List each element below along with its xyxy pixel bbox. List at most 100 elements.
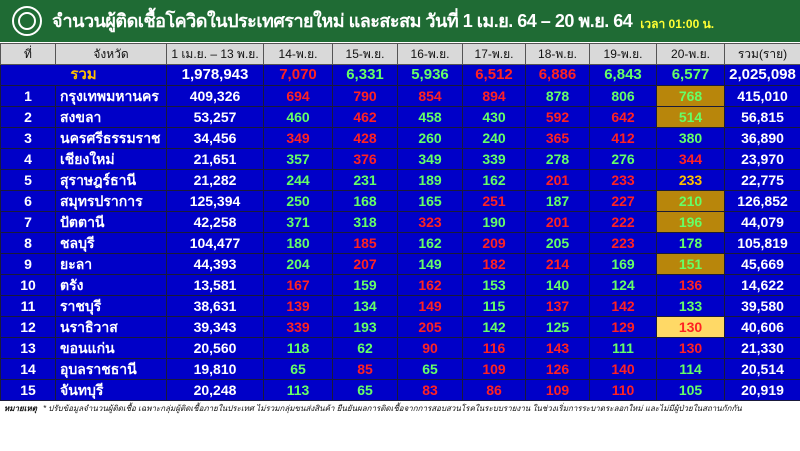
case-cell: 240 — [462, 127, 526, 149]
case-cell: 854 — [397, 85, 463, 107]
case-cell: 21,282 — [166, 169, 264, 191]
case-cell: 180 — [263, 232, 333, 254]
case-cell: 187 — [525, 190, 590, 212]
case-cell: 105 — [656, 379, 725, 401]
row-number: 9 — [0, 253, 56, 275]
case-cell: 153 — [462, 274, 526, 296]
case-cell: 85 — [332, 358, 398, 380]
title-bar: จำนวนผู้ติดเชื้อโควิดในประเทศรายใหม่ และ… — [0, 0, 800, 43]
case-cell: 137 — [525, 295, 590, 317]
case-cell: 115 — [462, 295, 526, 317]
case-cell: 111 — [589, 337, 657, 359]
total-cell: 6,577 — [656, 64, 725, 86]
table-row: 13 ขอนแก่น 20,560 118 62 90 116 143 111 130 21,330 — [0, 337, 800, 359]
case-cell: 20,248 — [166, 379, 264, 401]
case-cell: 244 — [263, 169, 333, 191]
table-header: ที่ จังหวัด 1 เม.ย. – 13 พ.ย. 14-พ.ย. 15-พ.ย… — [0, 43, 800, 65]
case-cell: 165 — [397, 190, 463, 212]
case-cell: 114 — [656, 358, 725, 380]
province-name: นครศรีธรรมราช — [55, 127, 167, 149]
case-cell: 642 — [589, 106, 657, 128]
province-name: กรุงเทพมหานคร — [55, 85, 167, 107]
table-row: 7 ปัตตานี 42,258 371 318 323 190 201 222 196 44,07… — [0, 211, 800, 233]
case-cell: 65 — [397, 358, 463, 380]
total-cell: 6,331 — [332, 64, 398, 86]
case-cell: 90 — [397, 337, 463, 359]
case-cell: 65 — [263, 358, 333, 380]
table-row: 10 ตรัง 13,581 167 159 162 153 140 124 136 14,622 — [0, 274, 800, 296]
case-cell: 878 — [525, 85, 590, 107]
case-cell: 214 — [525, 253, 590, 275]
total-cell: 2,025,098 — [724, 64, 800, 86]
case-cell: 143 — [525, 337, 590, 359]
case-cell: 83 — [397, 379, 463, 401]
province-name: อุบลราชธานี — [55, 358, 167, 380]
case-cell: 201 — [525, 211, 590, 233]
case-cell: 894 — [462, 85, 526, 107]
province-name: สุราษฎร์ธานี — [55, 169, 167, 191]
case-cell: 193 — [332, 316, 398, 338]
case-cell: 116 — [462, 337, 526, 359]
case-cell: 344 — [656, 148, 725, 170]
row-number: 11 — [0, 295, 56, 317]
case-cell: 133 — [656, 295, 725, 317]
row-number: 6 — [0, 190, 56, 212]
footnote: หมายเหตุ * ปรับข้อมูลจำนวนผู้ติดเชื้อ เฉพ… — [0, 401, 800, 416]
row-number: 14 — [0, 358, 56, 380]
case-cell: 189 — [397, 169, 463, 191]
column-header: 15-พ.ย. — [332, 43, 398, 65]
case-cell: 222 — [589, 211, 657, 233]
case-cell: 21,330 — [724, 337, 800, 359]
case-cell: 371 — [263, 211, 333, 233]
case-cell: 129 — [589, 316, 657, 338]
case-cell: 412 — [589, 127, 657, 149]
case-cell: 140 — [589, 358, 657, 380]
case-cell: 207 — [332, 253, 398, 275]
row-number: 3 — [0, 127, 56, 149]
covid-cases-table: ที่ จังหวัด 1 เม.ย. – 13 พ.ย. 14-พ.ย. 15-พ.ย… — [0, 43, 800, 401]
case-cell: 205 — [525, 232, 590, 254]
row-number: 7 — [0, 211, 56, 233]
case-cell: 205 — [397, 316, 463, 338]
case-cell: 130 — [656, 337, 725, 359]
table-row: 2 สงขลา 53,257 460 462 458 430 592 642 514 56,815 — [0, 106, 800, 128]
province-name: ยะลา — [55, 253, 167, 275]
update-time: เวลา 01:00 น. — [640, 17, 715, 31]
column-header: จังหวัด — [55, 43, 167, 65]
case-cell: 139 — [263, 295, 333, 317]
case-cell: 56,815 — [724, 106, 800, 128]
case-cell: 430 — [462, 106, 526, 128]
case-cell: 126,852 — [724, 190, 800, 212]
column-header: 17-พ.ย. — [462, 43, 526, 65]
column-header: 18-พ.ย. — [525, 43, 590, 65]
case-cell: 169 — [589, 253, 657, 275]
case-cell: 694 — [263, 85, 333, 107]
table-row: 11 ราชบุรี 38,631 139 134 149 115 137 142 133 39,5… — [0, 295, 800, 317]
case-cell: 109 — [525, 379, 590, 401]
case-cell: 142 — [462, 316, 526, 338]
case-cell: 196 — [656, 211, 725, 233]
case-cell: 201 — [525, 169, 590, 191]
row-number: 13 — [0, 337, 56, 359]
case-cell: 125,394 — [166, 190, 264, 212]
footnote-text: * ปรับข้อมูลจำนวนผู้ติดเชื้อ เฉพาะกลุ่มผ… — [42, 404, 742, 413]
case-cell: 42,258 — [166, 211, 264, 233]
case-cell: 140 — [525, 274, 590, 296]
row-number: 15 — [0, 379, 56, 401]
case-cell: 182 — [462, 253, 526, 275]
case-cell: 365 — [525, 127, 590, 149]
case-cell: 339 — [462, 148, 526, 170]
table-row: 1 กรุงเทพมหานคร 409,326 694 790 854 894 878 806 7… — [0, 85, 800, 107]
province-name: ราชบุรี — [55, 295, 167, 317]
case-cell: 210 — [656, 190, 725, 212]
case-cell: 462 — [332, 106, 398, 128]
case-cell: 149 — [397, 253, 463, 275]
case-cell: 149 — [397, 295, 463, 317]
case-cell: 790 — [332, 85, 398, 107]
case-cell: 514 — [656, 106, 725, 128]
case-cell: 151 — [656, 253, 725, 275]
case-cell: 250 — [263, 190, 333, 212]
table-row: 4 เชียงใหม่ 21,651 357 376 349 339 278 276 344 23,… — [0, 148, 800, 170]
case-cell: 409,326 — [166, 85, 264, 107]
case-cell: 13,581 — [166, 274, 264, 296]
